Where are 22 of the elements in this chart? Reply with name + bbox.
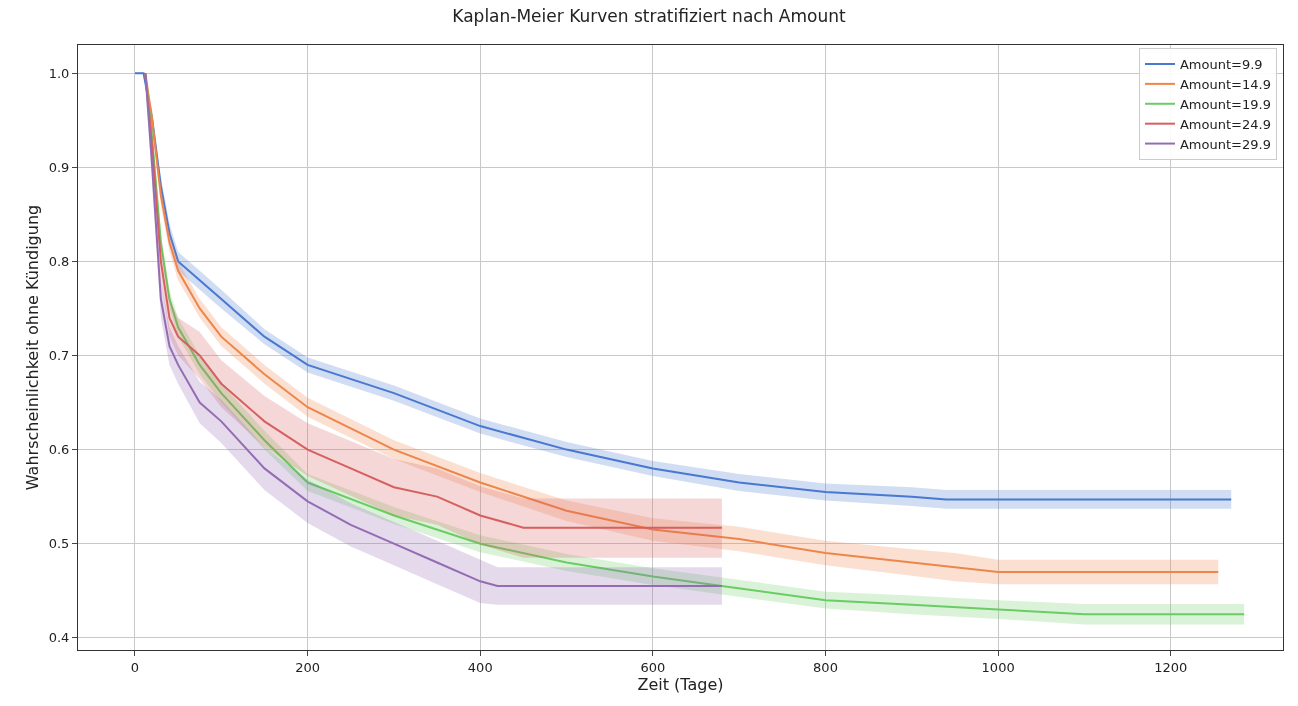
x-tick-label: 0 <box>130 659 140 675</box>
y-tick-label: 0.9 <box>48 159 70 175</box>
x-tick-label: 1200 <box>1154 659 1188 675</box>
legend-label: Amount=19.9 <box>1179 96 1271 112</box>
y-tick-label: 0.8 <box>48 253 70 269</box>
legend-label: Amount=24.9 <box>1179 116 1271 132</box>
y-tick-label: 0.6 <box>48 442 70 458</box>
x-tick-label: 600 <box>640 659 666 675</box>
legend-label: Amount=29.9 <box>1179 136 1271 152</box>
y-axis-title: Wahrscheinlichkeit ohne Kündigung <box>22 204 42 491</box>
x-tick-label: 1000 <box>981 659 1015 675</box>
y-tick-label: 0.5 <box>48 536 70 552</box>
legend-label: Amount=14.9 <box>1179 76 1271 92</box>
y-tick-label: 0.7 <box>48 348 70 364</box>
y-tick-label: 0.4 <box>48 630 70 646</box>
x-tick-label: 200 <box>295 659 321 675</box>
chart-title: Kaplan-Meier Kurven stratifiziert nach Amount <box>452 6 846 27</box>
legend-label: Amount=9.9 <box>1179 57 1263 73</box>
x-axis-title: Zeit (Tage) <box>637 674 724 694</box>
x-tick-label: 800 <box>813 659 838 675</box>
x-tick-label: 400 <box>467 659 493 675</box>
y-tick-label: 1.0 <box>48 65 70 81</box>
